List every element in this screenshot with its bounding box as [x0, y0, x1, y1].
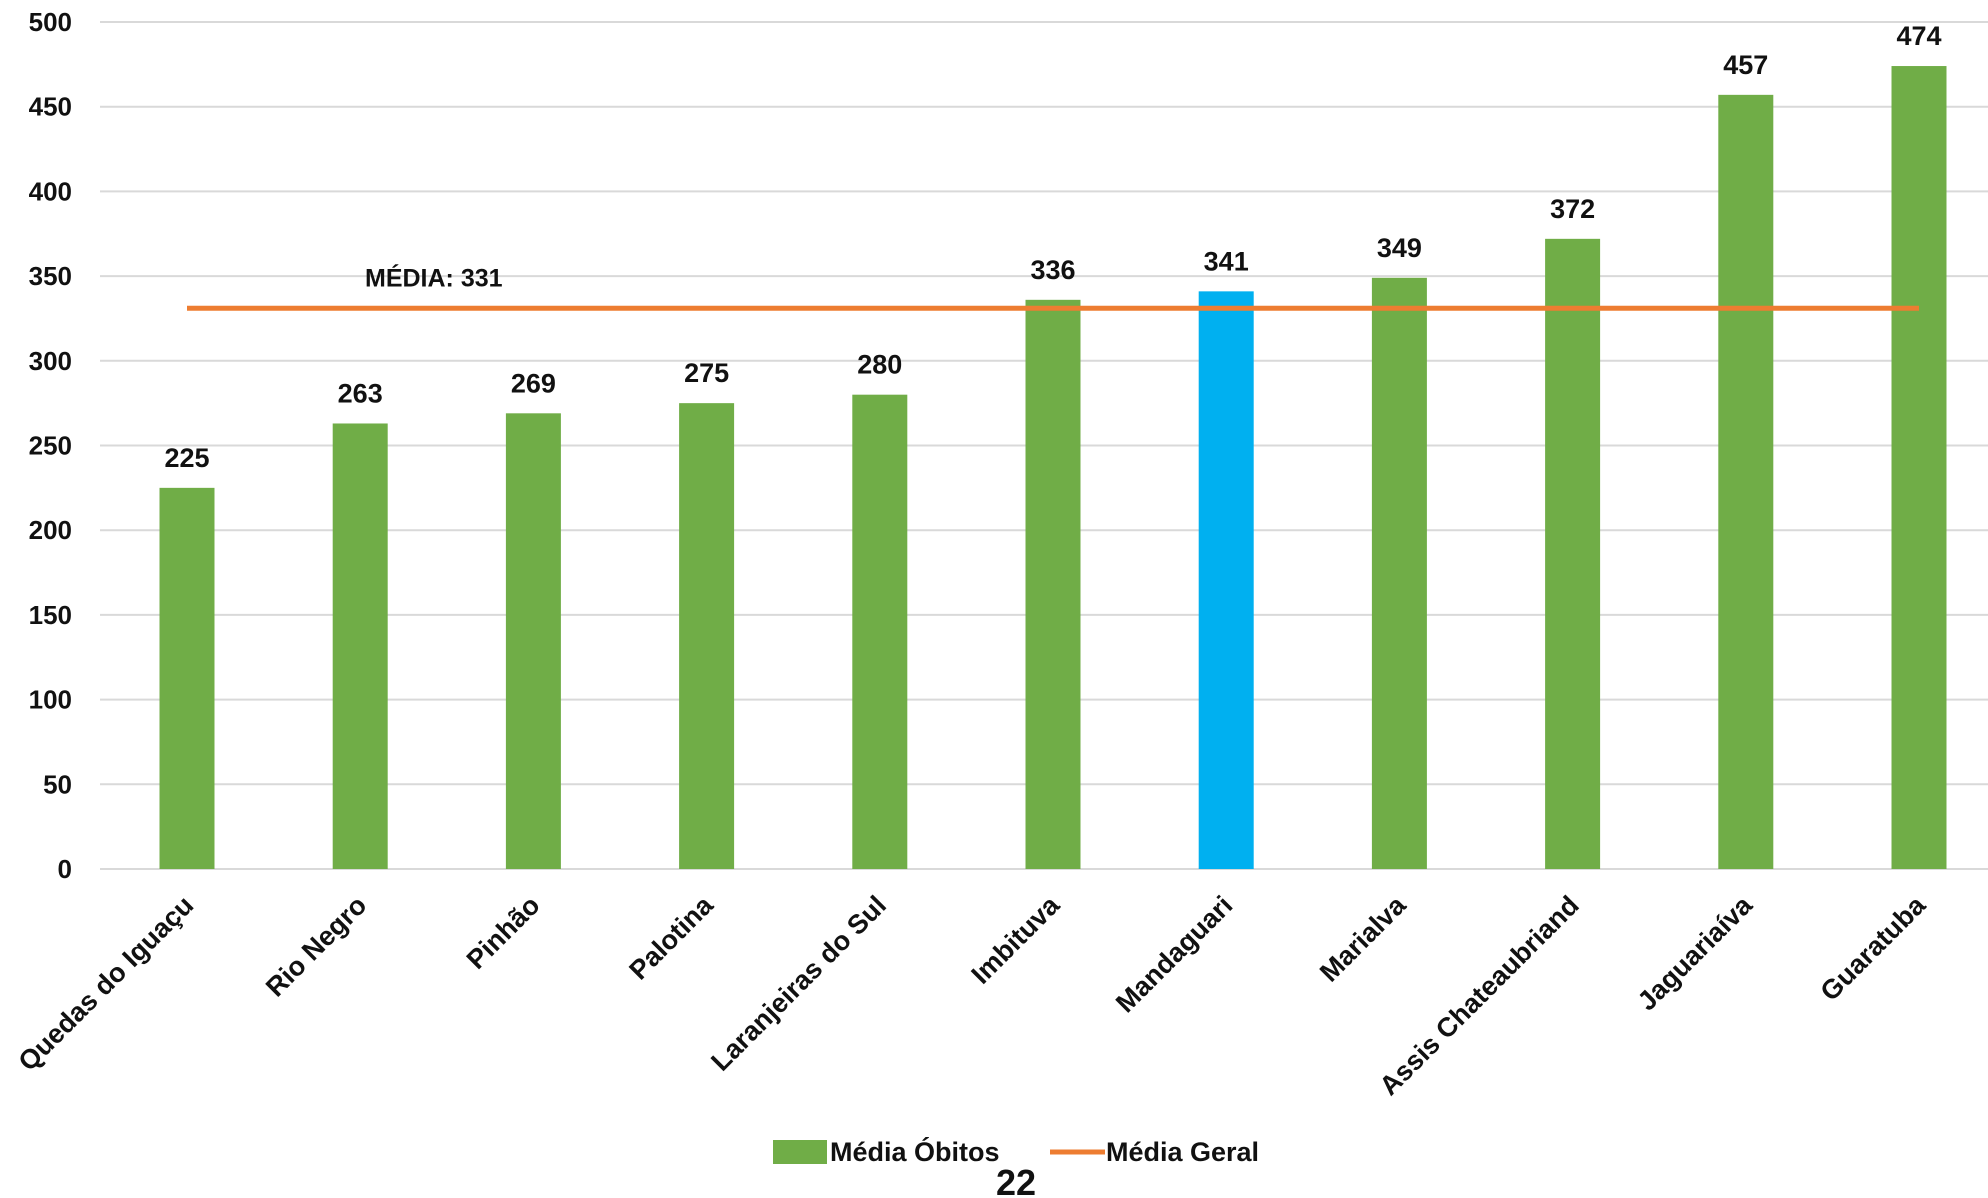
legend-label: Média Óbitos	[830, 1136, 1000, 1167]
bar	[1718, 94, 1774, 870]
x-tick-label: Laranjeiras do Sul	[705, 890, 892, 1077]
data-label: 225	[164, 443, 209, 473]
y-tick-label: 250	[29, 431, 72, 461]
y-tick-label: 400	[29, 176, 72, 206]
x-tick-label: Rio Negro	[260, 890, 372, 1002]
bar	[1025, 299, 1081, 869]
data-label: 263	[338, 378, 383, 408]
x-tick-label: Palotina	[623, 889, 719, 985]
y-tick-label: 0	[58, 854, 72, 884]
x-tick-label: Quedas do Iguaçu	[13, 890, 200, 1077]
y-tick-label: 300	[29, 346, 72, 376]
bar	[1198, 291, 1254, 869]
legend-swatch-bar	[773, 1140, 827, 1164]
page-number: 22	[996, 1162, 1036, 1198]
data-label: 341	[1204, 246, 1249, 276]
bar	[1891, 66, 1947, 869]
x-tick-label: Guaratuba	[1815, 889, 1932, 1006]
data-label: 349	[1377, 233, 1422, 263]
data-label: 457	[1723, 50, 1768, 80]
bar	[332, 423, 388, 869]
y-tick-label: 100	[29, 685, 72, 715]
data-label: 269	[511, 368, 556, 398]
labels: 0 50 100 150 200 250 300 350 400 450 500 225 Quedas …	[13, 7, 1942, 1101]
y-tick-label: 450	[29, 92, 72, 122]
y-tick-label: 150	[29, 600, 72, 630]
data-label: 280	[857, 350, 902, 380]
bar	[1545, 238, 1601, 869]
bar	[159, 487, 215, 869]
average-annotation: MÉDIA: 331	[365, 263, 503, 292]
x-tick-label: Jaguariaíva	[1632, 889, 1759, 1016]
bar	[1371, 277, 1427, 869]
bar	[505, 413, 561, 869]
legend: Média Óbitos Média Geral	[773, 1136, 1259, 1167]
bars	[159, 66, 1947, 870]
y-tick-label: 500	[29, 7, 72, 37]
legend-label: Média Geral	[1106, 1137, 1259, 1167]
x-tick-label: Imbituva	[966, 889, 1066, 989]
x-tick-label: Assis Chateaubriand	[1374, 890, 1585, 1101]
x-tick-label: Mandaguari	[1110, 890, 1238, 1018]
x-tick-label: Pinhão	[461, 890, 546, 975]
data-label: 474	[1896, 21, 1941, 51]
y-tick-label: 50	[43, 769, 72, 799]
data-label: 275	[684, 358, 729, 388]
data-label: 336	[1030, 255, 1075, 285]
x-tick-label: Marialva	[1314, 889, 1412, 987]
data-label: 372	[1550, 194, 1595, 224]
y-tick-label: 350	[29, 261, 72, 291]
bar	[679, 403, 735, 869]
y-tick-label: 200	[29, 515, 72, 545]
bar	[852, 394, 908, 869]
